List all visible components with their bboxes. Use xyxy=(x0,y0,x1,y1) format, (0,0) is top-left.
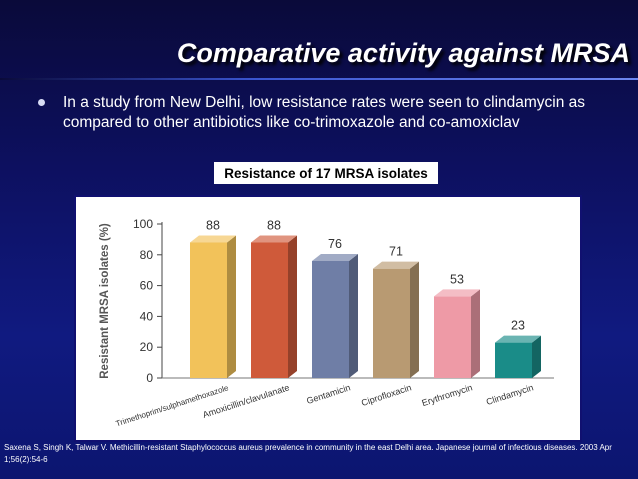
bar-top-face xyxy=(251,235,297,243)
bar-side-face xyxy=(471,289,480,378)
bar-top-face xyxy=(190,235,236,243)
category-label: Ciprofloxacin xyxy=(360,382,413,408)
bar-side-face xyxy=(227,235,236,378)
bar xyxy=(434,296,471,378)
bar-value-label: 88 xyxy=(206,218,220,232)
category-label: Erythromycin xyxy=(421,382,474,408)
bar-top-face xyxy=(312,253,358,261)
bar-side-face xyxy=(532,335,541,378)
bar-top-face xyxy=(495,335,541,343)
bar-side-face xyxy=(349,253,358,378)
y-axis-title: Resistant MRSA isolates (%) xyxy=(99,223,111,379)
y-tick-label: 40 xyxy=(140,309,154,323)
bar-top-face xyxy=(373,261,419,269)
bar-value-label: 23 xyxy=(511,319,525,333)
bar-value-label: 88 xyxy=(267,218,281,232)
y-tick-label: 20 xyxy=(140,340,154,354)
chart-caption: Resistance of 17 MRSA isolates xyxy=(214,162,438,184)
bar-side-face xyxy=(288,235,297,378)
category-label: Clindamycin xyxy=(485,382,535,407)
bar-side-face xyxy=(410,261,419,378)
y-tick-label: 100 xyxy=(133,217,153,231)
bullet-dot-icon xyxy=(38,99,45,106)
slide-title: Comparative activity against MRSA xyxy=(176,38,630,68)
category-label: Gentamicin xyxy=(305,382,351,406)
bar-chart: Resistant MRSA isolates (%) 0 20 40 60 80 100 8… xyxy=(99,217,554,428)
bar xyxy=(251,242,288,378)
bullet-point: In a study from New Delhi, low resistanc… xyxy=(38,93,598,133)
y-tick-label: 0 xyxy=(146,371,153,385)
bar-value-label: 76 xyxy=(328,237,342,251)
y-tick-label: 60 xyxy=(140,279,154,293)
bar xyxy=(373,268,410,378)
bar-value-label: 53 xyxy=(450,272,464,286)
bar-top-face xyxy=(434,289,480,297)
bar xyxy=(495,342,532,378)
title-divider xyxy=(0,78,638,80)
y-tick-label: 80 xyxy=(140,248,154,262)
bar xyxy=(190,242,227,378)
bar xyxy=(312,260,349,378)
citation-footnote: Saxena S, Singh K, Talwar V. Methicillin… xyxy=(4,443,612,464)
chart-panel: Resistant MRSA isolates (%) 0 20 40 60 80 100 8… xyxy=(76,197,580,440)
bar-value-label: 71 xyxy=(389,245,403,259)
bullet-text: In a study from New Delhi, low resistanc… xyxy=(63,94,586,131)
